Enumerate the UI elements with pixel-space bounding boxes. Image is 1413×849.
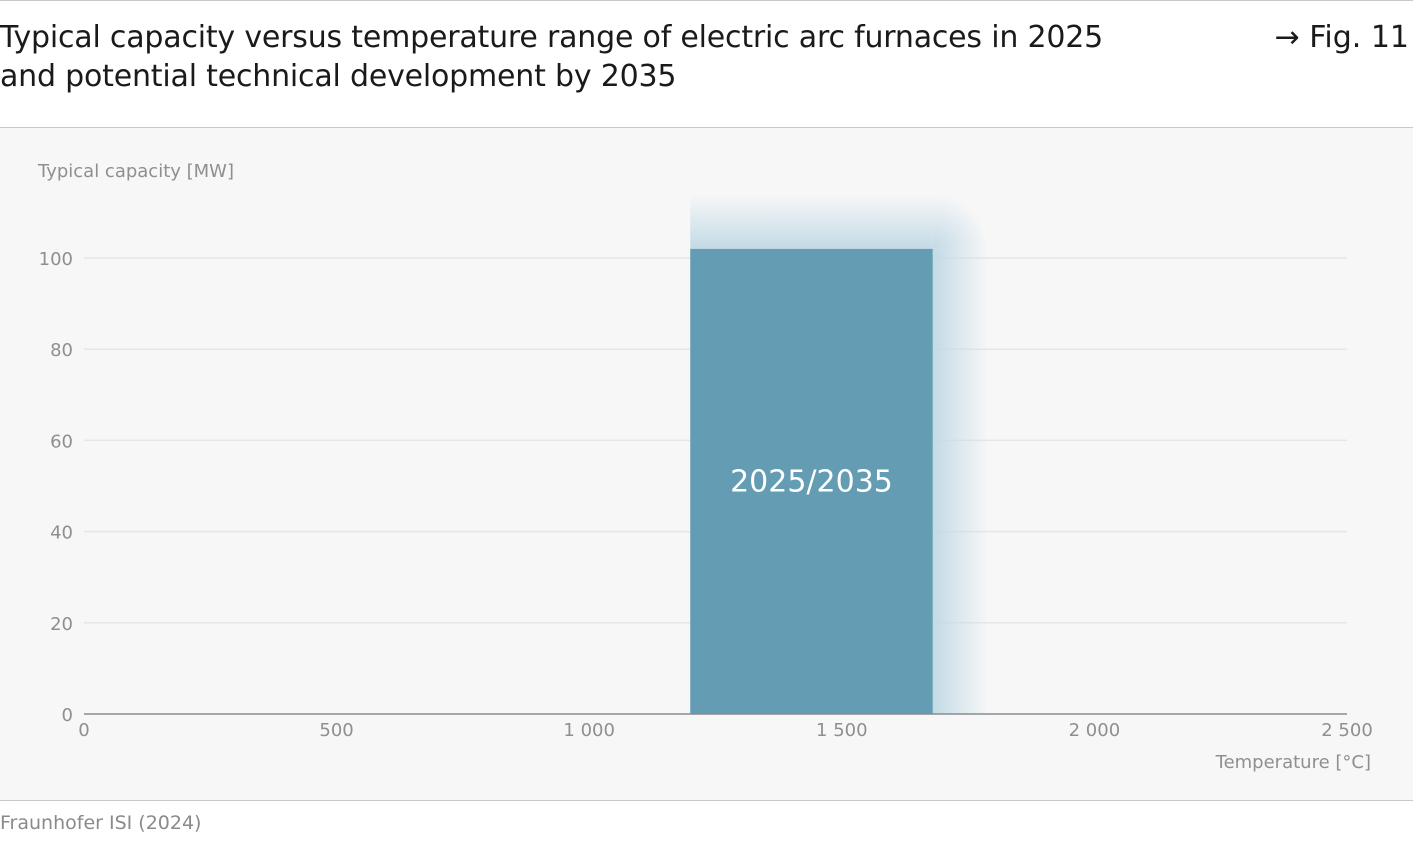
x-tick-label: 500 [319, 720, 353, 741]
y-tick-label: 20 [50, 614, 73, 635]
title-line-2: and potential technical development by 2… [0, 59, 677, 94]
x-tick-label: 1 000 [563, 720, 615, 741]
source-note: Fraunhofer ISI (2024) [0, 812, 202, 834]
potential-range-corner [932, 194, 989, 249]
y-tick-label: 60 [50, 431, 73, 452]
x-tick-label: 1 500 [816, 720, 868, 741]
y-tick-label: 40 [50, 523, 73, 544]
chart-title: Typical capacity versus temperature rang… [0, 18, 1180, 96]
potential-range-right [932, 248, 989, 714]
x-tick-label: 0 [78, 720, 89, 741]
title-line-1: Typical capacity versus temperature rang… [0, 20, 1104, 55]
top-rule [0, 0, 1413, 1]
chart-panel: 0 20 40 60 80 100 2025/2035 0 500 1 000 1 500 2 000… [0, 127, 1413, 801]
y-tick-label: 80 [50, 340, 73, 361]
range-bar [690, 248, 933, 714]
figure-reference: → Fig. 11 [1274, 20, 1409, 55]
potential-range-top [690, 194, 933, 249]
y-axis-title: Typical capacity [MW] [37, 161, 234, 182]
y-tick-label: 100 [39, 249, 73, 270]
x-axis-title: Temperature [°C] [1215, 752, 1371, 773]
x-tick-label: 2 500 [1321, 720, 1373, 741]
range-bar-label: 2025/2035 [730, 464, 893, 499]
x-tick-label: 2 000 [1069, 720, 1121, 741]
chart-svg: 0 20 40 60 80 100 2025/2035 0 500 1 000 1 500 2 000… [37, 161, 1373, 773]
y-tick-label: 0 [62, 705, 73, 726]
